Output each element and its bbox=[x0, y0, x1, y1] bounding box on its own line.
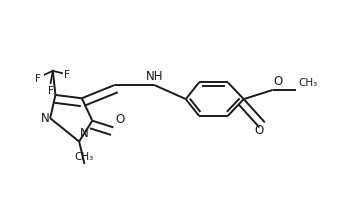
Text: F: F bbox=[35, 73, 40, 84]
Text: O: O bbox=[274, 75, 283, 88]
Text: NH: NH bbox=[145, 70, 163, 83]
Text: N: N bbox=[41, 112, 49, 125]
Text: O: O bbox=[254, 124, 263, 137]
Text: O: O bbox=[115, 113, 124, 126]
Text: F: F bbox=[48, 86, 53, 96]
Text: CH₃: CH₃ bbox=[298, 78, 317, 88]
Text: F: F bbox=[64, 70, 70, 80]
Text: N: N bbox=[80, 127, 89, 140]
Text: CH₃: CH₃ bbox=[75, 152, 94, 162]
